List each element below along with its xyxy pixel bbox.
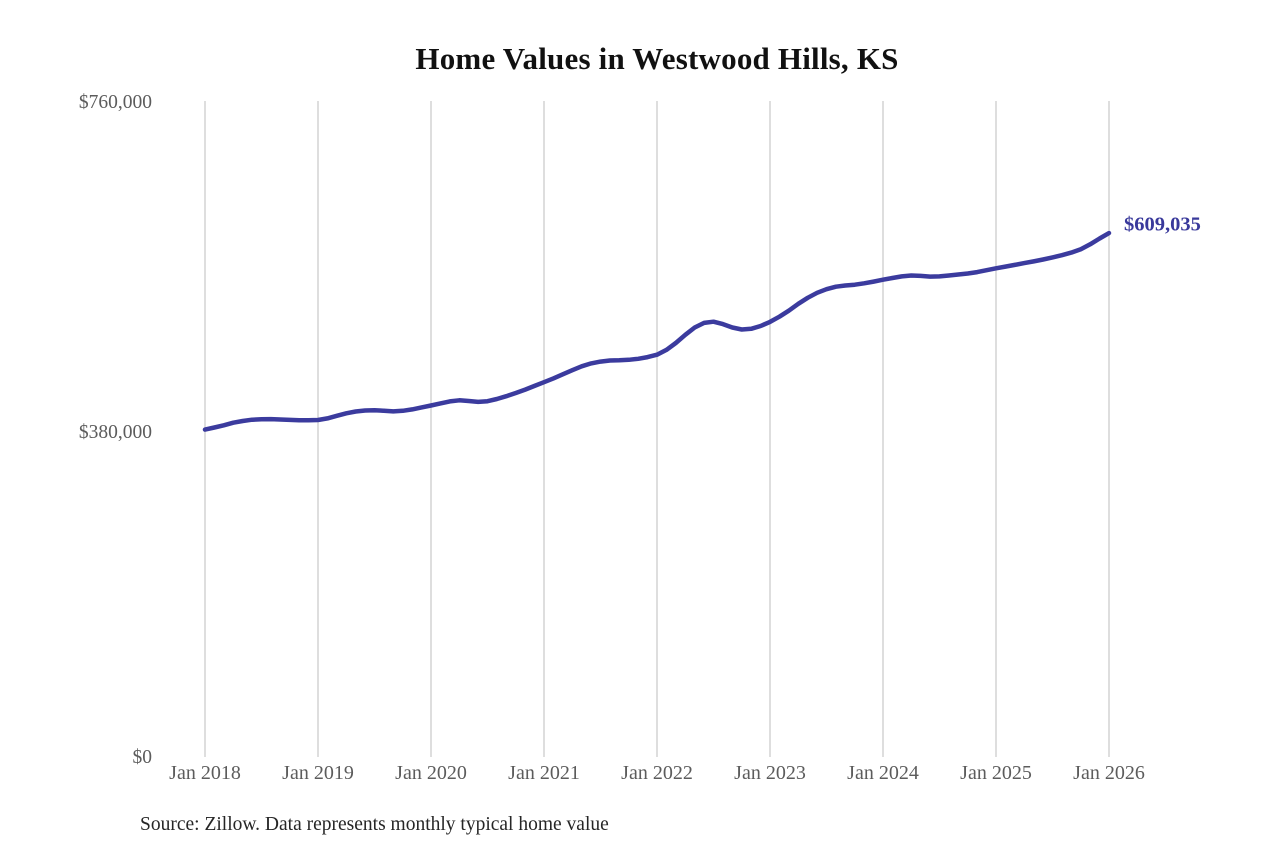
x-axis-label-jan-2025: Jan 2025: [960, 762, 1032, 784]
x-axis-label-jan-2019: Jan 2019: [282, 762, 354, 784]
x-axis-label-jan-2023: Jan 2023: [734, 762, 806, 784]
chart-title: Home Values in Westwood Hills, KS: [415, 41, 899, 76]
latest-value-annotation: $609,035: [1124, 213, 1201, 236]
y-axis-label-0: $0: [132, 747, 153, 768]
source-note: Source: Zillow. Data represents monthly …: [140, 814, 609, 835]
x-axis-label-jan-2026: Jan 2026: [1073, 762, 1145, 784]
y-axis-label-760k: $760,000: [78, 92, 152, 113]
x-axis-label-jan-2022: Jan 2022: [621, 762, 693, 784]
home-value-series-line: [202, 230, 1112, 432]
x-axis-label-jan-2018: Jan 2018: [169, 762, 241, 784]
x-axis-label-jan-2024: Jan 2024: [847, 762, 919, 784]
x-axis-label-jan-2021: Jan 2021: [508, 762, 580, 784]
x-axis-label-jan-2020: Jan 2020: [395, 762, 467, 784]
y-axis-label-380k: $380,000: [78, 422, 152, 443]
